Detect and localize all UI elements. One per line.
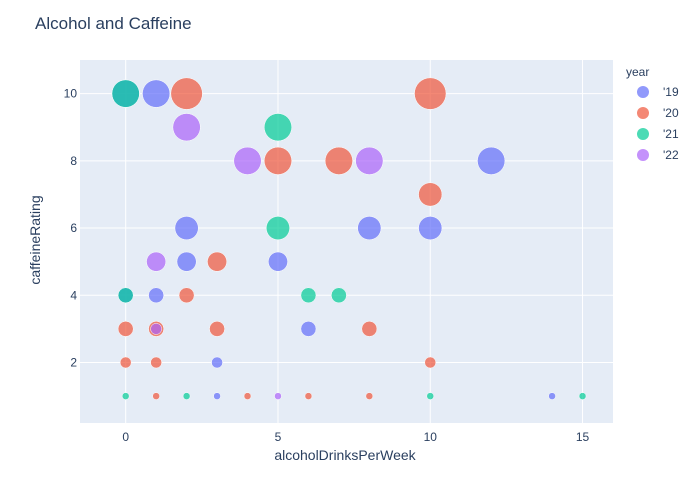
x-tick-label: 0 bbox=[122, 430, 129, 444]
legend-marker bbox=[637, 128, 649, 140]
data-point bbox=[146, 251, 167, 272]
x-tick-label: 5 bbox=[275, 430, 282, 444]
y-tick-label: 10 bbox=[64, 87, 78, 101]
legend-marker bbox=[637, 149, 649, 161]
data-point bbox=[142, 79, 171, 108]
data-point bbox=[331, 287, 347, 304]
data-point bbox=[182, 392, 191, 400]
data-point bbox=[152, 392, 160, 400]
legend-title: year bbox=[626, 65, 649, 79]
data-point bbox=[211, 356, 223, 369]
data-point bbox=[213, 392, 221, 400]
data-point bbox=[418, 216, 443, 241]
data-point bbox=[418, 182, 443, 207]
data-point bbox=[117, 287, 134, 304]
chart-title: Alcohol and Caffeine bbox=[35, 14, 192, 33]
data-point bbox=[426, 392, 435, 400]
data-point bbox=[414, 77, 447, 110]
legend-label: '20 bbox=[663, 106, 679, 120]
data-point bbox=[424, 356, 437, 369]
data-point bbox=[150, 356, 162, 369]
data-point bbox=[243, 392, 252, 400]
data-point bbox=[233, 146, 262, 175]
data-point bbox=[178, 287, 195, 304]
data-point bbox=[209, 321, 225, 337]
data-point bbox=[172, 113, 201, 142]
data-point bbox=[148, 287, 164, 304]
data-point bbox=[266, 216, 290, 241]
data-point bbox=[268, 251, 288, 272]
series-1 bbox=[117, 77, 447, 400]
data-point bbox=[119, 356, 132, 369]
y-tick-label: 4 bbox=[70, 288, 77, 302]
data-point bbox=[304, 392, 313, 400]
legend-label: '22 bbox=[663, 148, 679, 162]
y-tick-label: 8 bbox=[70, 154, 77, 168]
y-axis-title: caffeineRating bbox=[27, 195, 43, 284]
y-tick-label: 2 bbox=[70, 356, 77, 370]
data-point bbox=[324, 146, 353, 175]
plot-background bbox=[80, 60, 613, 423]
data-point bbox=[207, 251, 227, 272]
data-point bbox=[263, 146, 292, 175]
plot-area: 0 5 10 15 2 4 6 8 10 bbox=[64, 60, 613, 444]
data-point bbox=[170, 77, 203, 110]
series-3 bbox=[146, 113, 384, 400]
data-point bbox=[357, 216, 382, 241]
data-point bbox=[176, 251, 197, 272]
data-point bbox=[117, 321, 134, 337]
data-point bbox=[578, 392, 587, 400]
legend-marker bbox=[637, 86, 649, 98]
legend: year '19 '20 '21 '22 bbox=[626, 65, 679, 162]
data-point bbox=[477, 146, 506, 175]
data-point bbox=[361, 321, 378, 337]
data-point bbox=[300, 321, 317, 337]
data-point bbox=[263, 113, 292, 142]
legend-marker bbox=[637, 107, 649, 119]
x-tick-label: 15 bbox=[576, 430, 590, 444]
data-point bbox=[150, 323, 162, 335]
legend-label: '21 bbox=[663, 127, 679, 141]
data-point bbox=[274, 392, 282, 400]
data-point bbox=[111, 79, 140, 108]
legend-label: '19 bbox=[663, 85, 679, 99]
data-point bbox=[300, 287, 317, 304]
data-point bbox=[174, 216, 199, 241]
data-point bbox=[365, 392, 374, 400]
data-point bbox=[548, 392, 556, 400]
data-point bbox=[355, 146, 384, 175]
x-axis-title: alcoholDrinksPerWeek bbox=[274, 447, 416, 463]
series-2 bbox=[111, 79, 587, 400]
y-tick-label: 6 bbox=[70, 221, 77, 235]
data-point bbox=[121, 392, 130, 400]
x-tick-label: 10 bbox=[424, 430, 438, 444]
